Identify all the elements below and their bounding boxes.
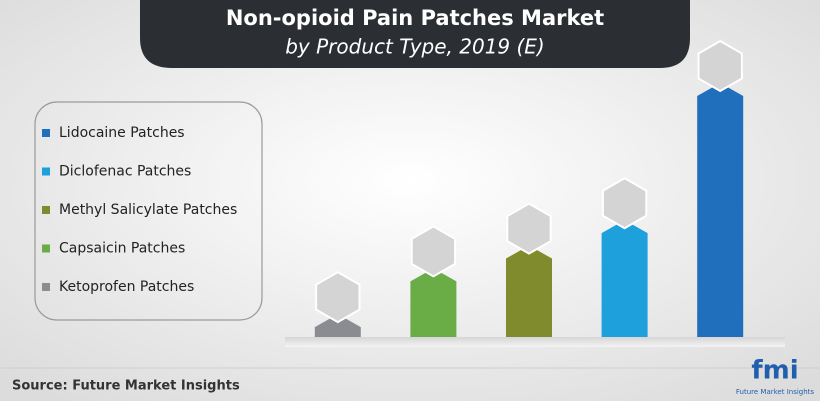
legend-label: Diclofenac Patches xyxy=(59,164,191,180)
floor xyxy=(285,337,785,347)
bar xyxy=(314,314,361,337)
bar-cap xyxy=(315,270,361,324)
legend-label: Ketoprofen Patches xyxy=(59,279,194,295)
logo: fmi xyxy=(751,356,798,386)
bar xyxy=(601,220,648,337)
bar-cap xyxy=(410,225,457,278)
bar-cap xyxy=(506,202,552,255)
legend-swatch xyxy=(42,244,50,253)
bar xyxy=(506,245,552,337)
legend-swatch xyxy=(42,206,50,214)
chart-title: Non-opioid Pain Patches Market xyxy=(226,6,604,30)
bar xyxy=(697,83,744,337)
legend-label: Capsaicin Patches xyxy=(59,241,185,257)
bar-cap xyxy=(601,177,648,230)
bar-cap xyxy=(697,39,743,93)
legend-label: Methyl Salicylate Patches xyxy=(59,202,237,218)
logo-tagline: Future Market Insights xyxy=(736,388,815,396)
source: Source: Future Market Insights xyxy=(12,379,240,394)
legend-swatch xyxy=(42,283,50,291)
legend-swatch xyxy=(42,167,50,176)
title-box xyxy=(140,0,690,68)
bar xyxy=(410,268,457,337)
legend-label: Lidocaine Patches xyxy=(59,125,185,141)
legend-swatch xyxy=(42,129,50,137)
legend-box xyxy=(34,101,263,321)
chart-subtitle: by Product Type, 2019 (E) xyxy=(285,35,545,59)
